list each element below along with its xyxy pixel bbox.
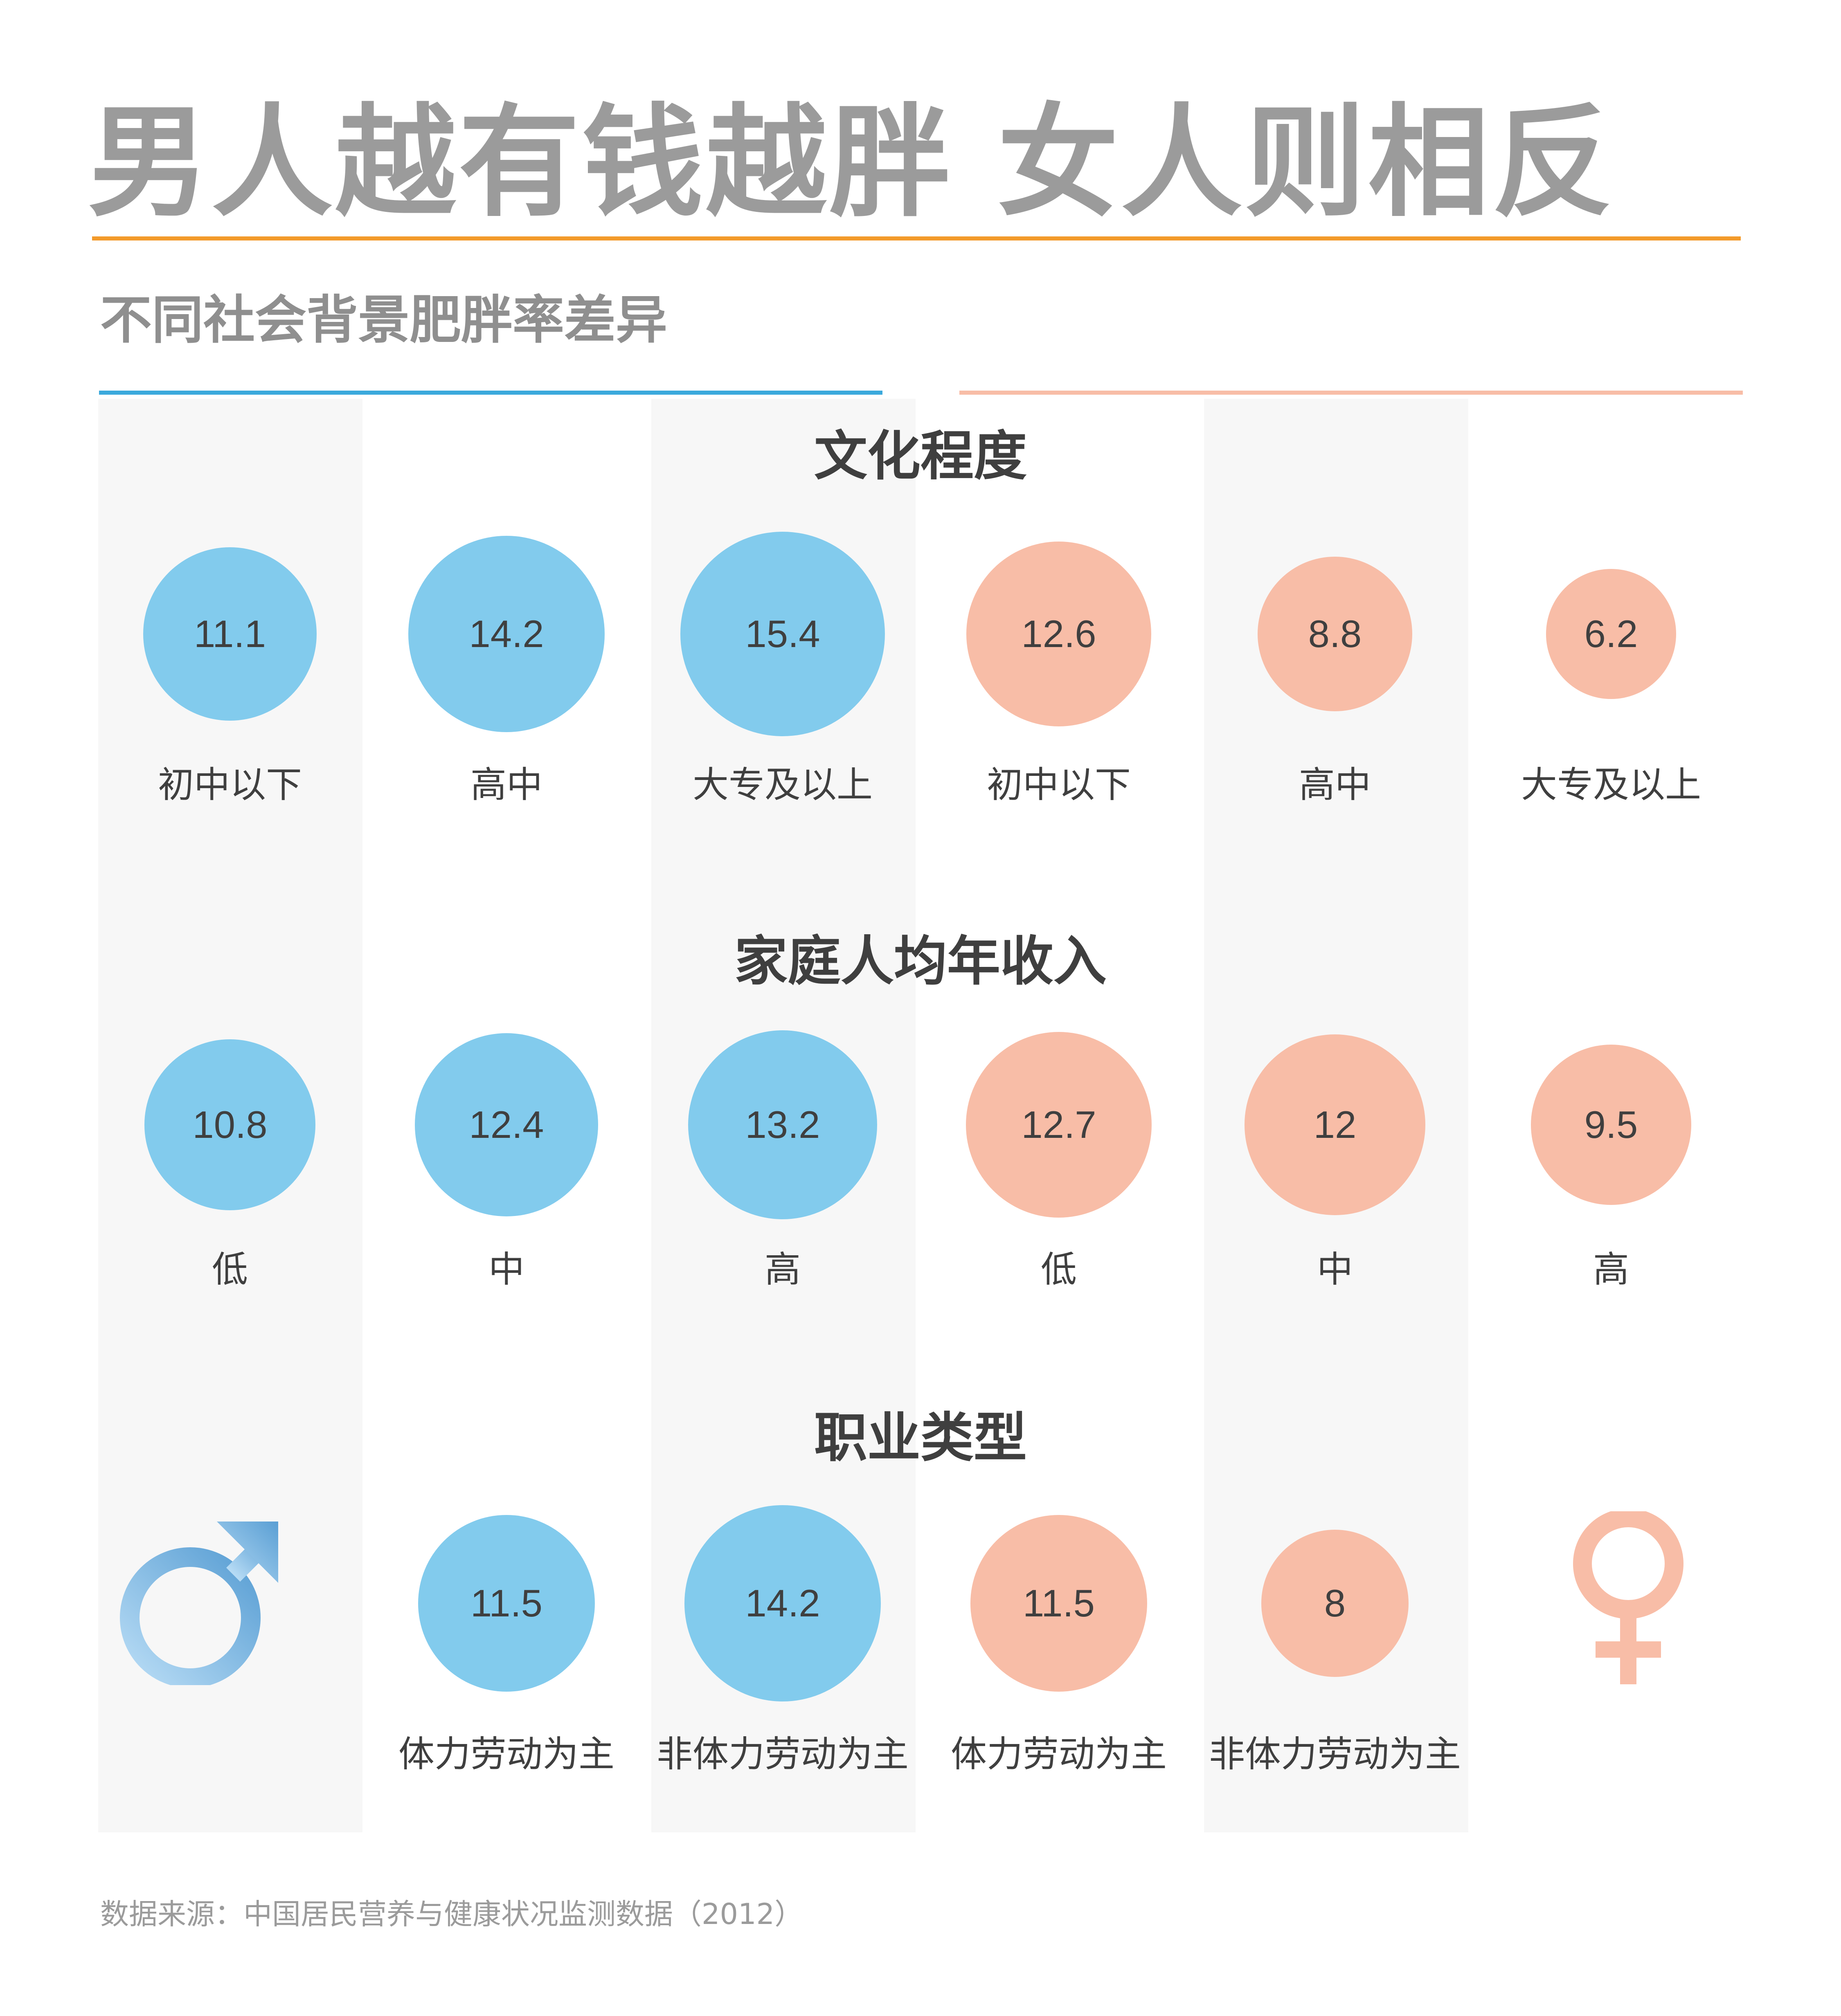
male-symbol-graphic [120, 1522, 278, 1688]
female-bubble: 8 [1261, 1529, 1409, 1677]
male-bubble-label: 大专及以上 [692, 764, 873, 806]
female-bubble-label: 体力劳动为主 [950, 1733, 1167, 1775]
male-bubble-label: 高中 [470, 764, 542, 806]
female-bubble: 12 [1245, 1034, 1425, 1215]
female-bubble-label: 高中 [1299, 764, 1371, 806]
male-bubble-label: 初中以下 [158, 764, 302, 806]
section-title: 文化程度 [814, 425, 1027, 487]
male-bubble-label: 高 [764, 1248, 801, 1290]
male-bubble: 10.8 [144, 1039, 316, 1211]
female-bubble-label: 高 [1593, 1248, 1629, 1290]
male-bubble: 15.4 [680, 532, 885, 736]
female-bubble-label: 大专及以上 [1521, 764, 1701, 806]
female-bubble: 8.8 [1258, 557, 1412, 711]
female-symbol-graphic [1573, 1508, 1683, 1684]
male-bubble-label: 中 [488, 1248, 524, 1290]
male-bubble-label: 低 [212, 1248, 248, 1290]
page-title: 男人越有钱越胖 女人则相反 [88, 92, 1616, 233]
section-title: 家庭人均年收入 [734, 930, 1107, 992]
male-bubble: 14.2 [684, 1505, 881, 1702]
male-rule [99, 391, 882, 395]
female-bubble: 6.2 [1546, 569, 1676, 699]
female-bubble: 11.5 [970, 1515, 1148, 1692]
female-bubble-label: 非体力劳动为主 [1209, 1733, 1461, 1775]
female-bubble-label: 初中以下 [986, 764, 1131, 806]
section-title: 职业类型 [814, 1407, 1027, 1469]
title-rule [92, 236, 1741, 240]
source-note: 数据来源：中国居民营养与健康状况监测数据（2012） [100, 1897, 803, 1931]
female-bubble-label: 低 [1040, 1248, 1077, 1290]
page-subtitle: 不同社会背景肥胖率差异 [100, 290, 667, 350]
female-bubble-label: 中 [1317, 1248, 1353, 1290]
female-rule [959, 391, 1743, 395]
female-bubble: 12.7 [966, 1032, 1152, 1218]
female-symbol-icon [1567, 1508, 1690, 1689]
male-symbol-icon [119, 1513, 290, 1688]
male-bubble: 12.4 [414, 1033, 599, 1217]
female-bubble: 9.5 [1530, 1044, 1692, 1205]
male-bubble-label: 体力劳动为主 [398, 1733, 614, 1775]
male-bubble: 14.2 [408, 535, 605, 733]
female-bubble: 12.6 [966, 541, 1152, 727]
male-bubble: 11.5 [418, 1515, 595, 1692]
male-bubble: 11.1 [143, 547, 317, 721]
male-bubble-label: 非体力劳动为主 [656, 1733, 909, 1775]
male-bubble: 13.2 [688, 1030, 878, 1220]
